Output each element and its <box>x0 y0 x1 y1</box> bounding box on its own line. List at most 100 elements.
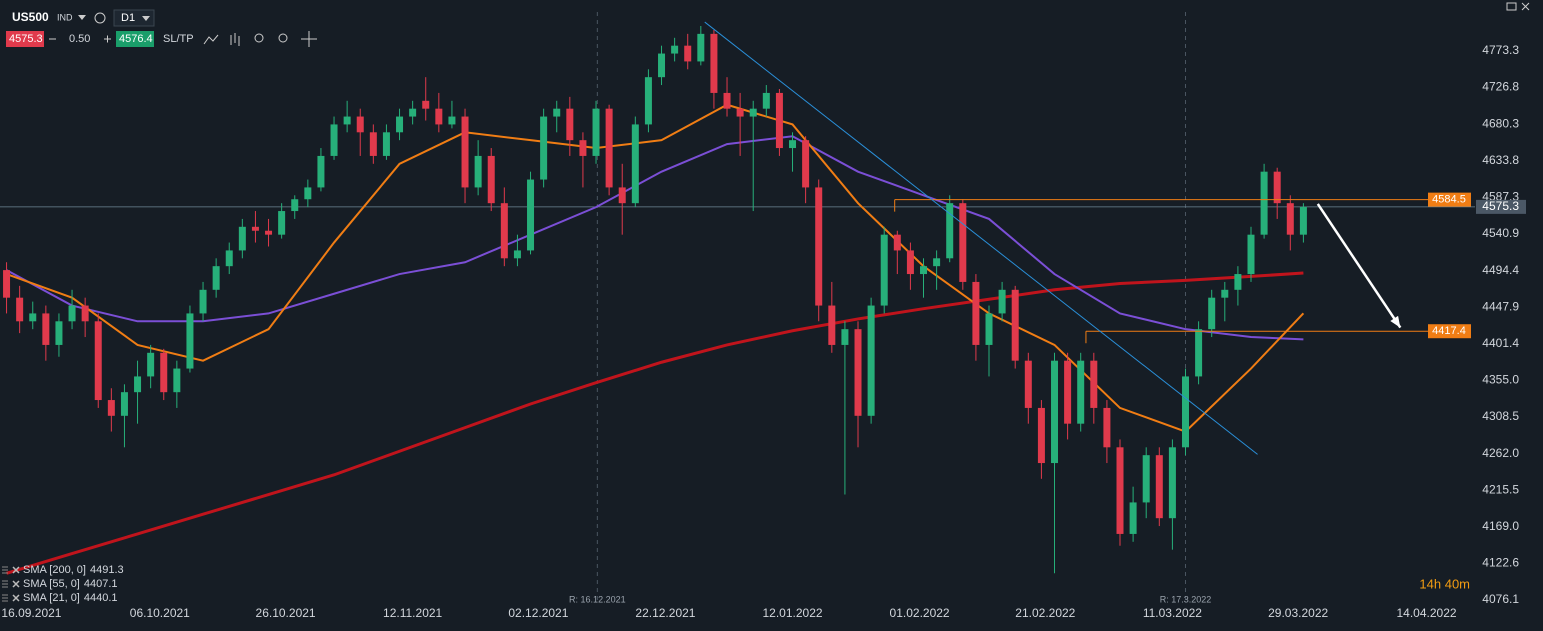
toolbar: US500 IND D1 4575.3 0.50 4576.4 SL/TP <box>6 2 1530 47</box>
candle-body <box>448 116 456 125</box>
y-tick-label: 4401.4 <box>1482 336 1519 350</box>
y-tick-label: 4169.0 <box>1482 519 1519 533</box>
legend-name: SMA [21, 0] <box>23 592 80 604</box>
candle-body <box>841 329 849 345</box>
candle-body <box>527 179 535 251</box>
candle-body <box>684 45 692 62</box>
candle-body <box>566 108 574 141</box>
arrow-line <box>1316 203 1402 329</box>
candle-body <box>147 352 155 377</box>
candle-body <box>55 321 63 345</box>
legend-remove <box>12 566 20 574</box>
timeframe: D1 <box>121 12 135 24</box>
legend-icon <box>2 566 8 574</box>
legend-remove <box>12 594 20 602</box>
candle-body <box>369 132 377 156</box>
candle-body <box>789 140 797 149</box>
arrow-head <box>1390 315 1401 328</box>
candle-body <box>592 108 600 156</box>
candle-body <box>1195 329 1203 377</box>
sltp[interactable]: SL/TP <box>163 33 194 45</box>
legend-value: 4491.3 <box>90 564 124 576</box>
candle-body <box>186 313 194 369</box>
x-tick-label: 11.03.2022 <box>1143 606 1202 620</box>
candle-body <box>474 155 482 188</box>
current-price-label: 4575.3 <box>1482 199 1519 213</box>
candle-body <box>1037 407 1045 464</box>
y-tick-label: 4726.8 <box>1482 80 1519 94</box>
candle-body <box>906 250 914 275</box>
y-tick-label: 4215.5 <box>1482 482 1519 496</box>
candle-body <box>946 203 954 259</box>
x-tick-label: 29.03.2022 <box>1268 606 1328 620</box>
candle-body <box>487 155 495 204</box>
countdown: 14h 40m <box>1419 576 1470 591</box>
candle-body <box>3 270 11 298</box>
line-icon[interactable] <box>203 34 219 45</box>
candle-body <box>330 124 338 156</box>
candle-body <box>1299 206 1307 235</box>
candle-body <box>618 187 626 204</box>
dropdown-icon[interactable] <box>142 16 150 21</box>
move-icon[interactable] <box>301 31 317 47</box>
candle-body <box>644 77 652 125</box>
y-tick-label: 4633.8 <box>1482 153 1519 167</box>
candle-body <box>867 305 875 416</box>
timeframe-box[interactable] <box>113 9 155 27</box>
x-tick-label: 26.10.2021 <box>256 606 316 620</box>
candle-body <box>1168 447 1176 519</box>
candle-body <box>1077 360 1085 424</box>
y-tick-label: 4680.3 <box>1482 116 1519 130</box>
candle-body <box>959 203 967 282</box>
spread[interactable]: 0.50 <box>69 33 90 45</box>
candle-body <box>631 124 639 204</box>
y-tick-label: 4540.9 <box>1482 226 1519 240</box>
dropdown-icon[interactable] <box>78 15 86 20</box>
candle-body <box>579 140 587 156</box>
sma-line <box>6 271 1304 575</box>
window-icon[interactable] <box>1506 2 1517 11</box>
candles-icon[interactable] <box>230 33 240 46</box>
legend-entry: SMA [200, 0] 4491.3 <box>23 564 124 576</box>
candle-body <box>985 313 993 345</box>
candle-body <box>1103 407 1111 448</box>
candle-body <box>29 313 37 322</box>
y-tick-label: 4122.6 <box>1482 556 1519 570</box>
candle-body <box>972 281 980 345</box>
level-label: 4417.4 <box>1432 325 1466 337</box>
plus-icon[interactable] <box>104 35 111 43</box>
candle-body <box>1247 234 1255 275</box>
candle-body <box>1286 203 1294 235</box>
sma-line <box>6 135 1304 341</box>
symbol[interactable]: US500 <box>12 10 49 24</box>
x-tick-label: 22.12.2021 <box>635 606 695 620</box>
candle-body <box>1116 447 1124 534</box>
candle-body <box>238 226 246 251</box>
y-tick-label: 4355.0 <box>1482 373 1519 387</box>
legend-icon <box>2 594 8 602</box>
candle-body <box>120 392 128 416</box>
candle-body <box>828 305 836 345</box>
y-tick-label: 4308.5 <box>1482 409 1519 423</box>
candle-body <box>1011 289 1019 361</box>
zoom-in-icon[interactable] <box>278 33 288 43</box>
zoom-out-icon[interactable] <box>254 33 264 43</box>
sell-box[interactable] <box>6 31 44 47</box>
candle-body <box>815 187 823 306</box>
candle-body <box>461 116 469 188</box>
candle-body <box>880 234 888 306</box>
candle-body <box>605 108 613 188</box>
info-icon[interactable] <box>94 12 106 24</box>
legend-name: SMA [55, 0] <box>23 578 80 590</box>
candle-body <box>225 250 233 267</box>
x-tick-label: 14.04.2022 <box>1397 606 1457 620</box>
candle-body <box>81 305 89 322</box>
buy-box[interactable] <box>116 31 154 47</box>
y-tick-label: 4494.4 <box>1482 263 1519 277</box>
candle-body <box>435 108 443 125</box>
candle-body <box>854 329 862 416</box>
close-icon[interactable] <box>1521 2 1530 11</box>
candle-body <box>199 289 207 314</box>
